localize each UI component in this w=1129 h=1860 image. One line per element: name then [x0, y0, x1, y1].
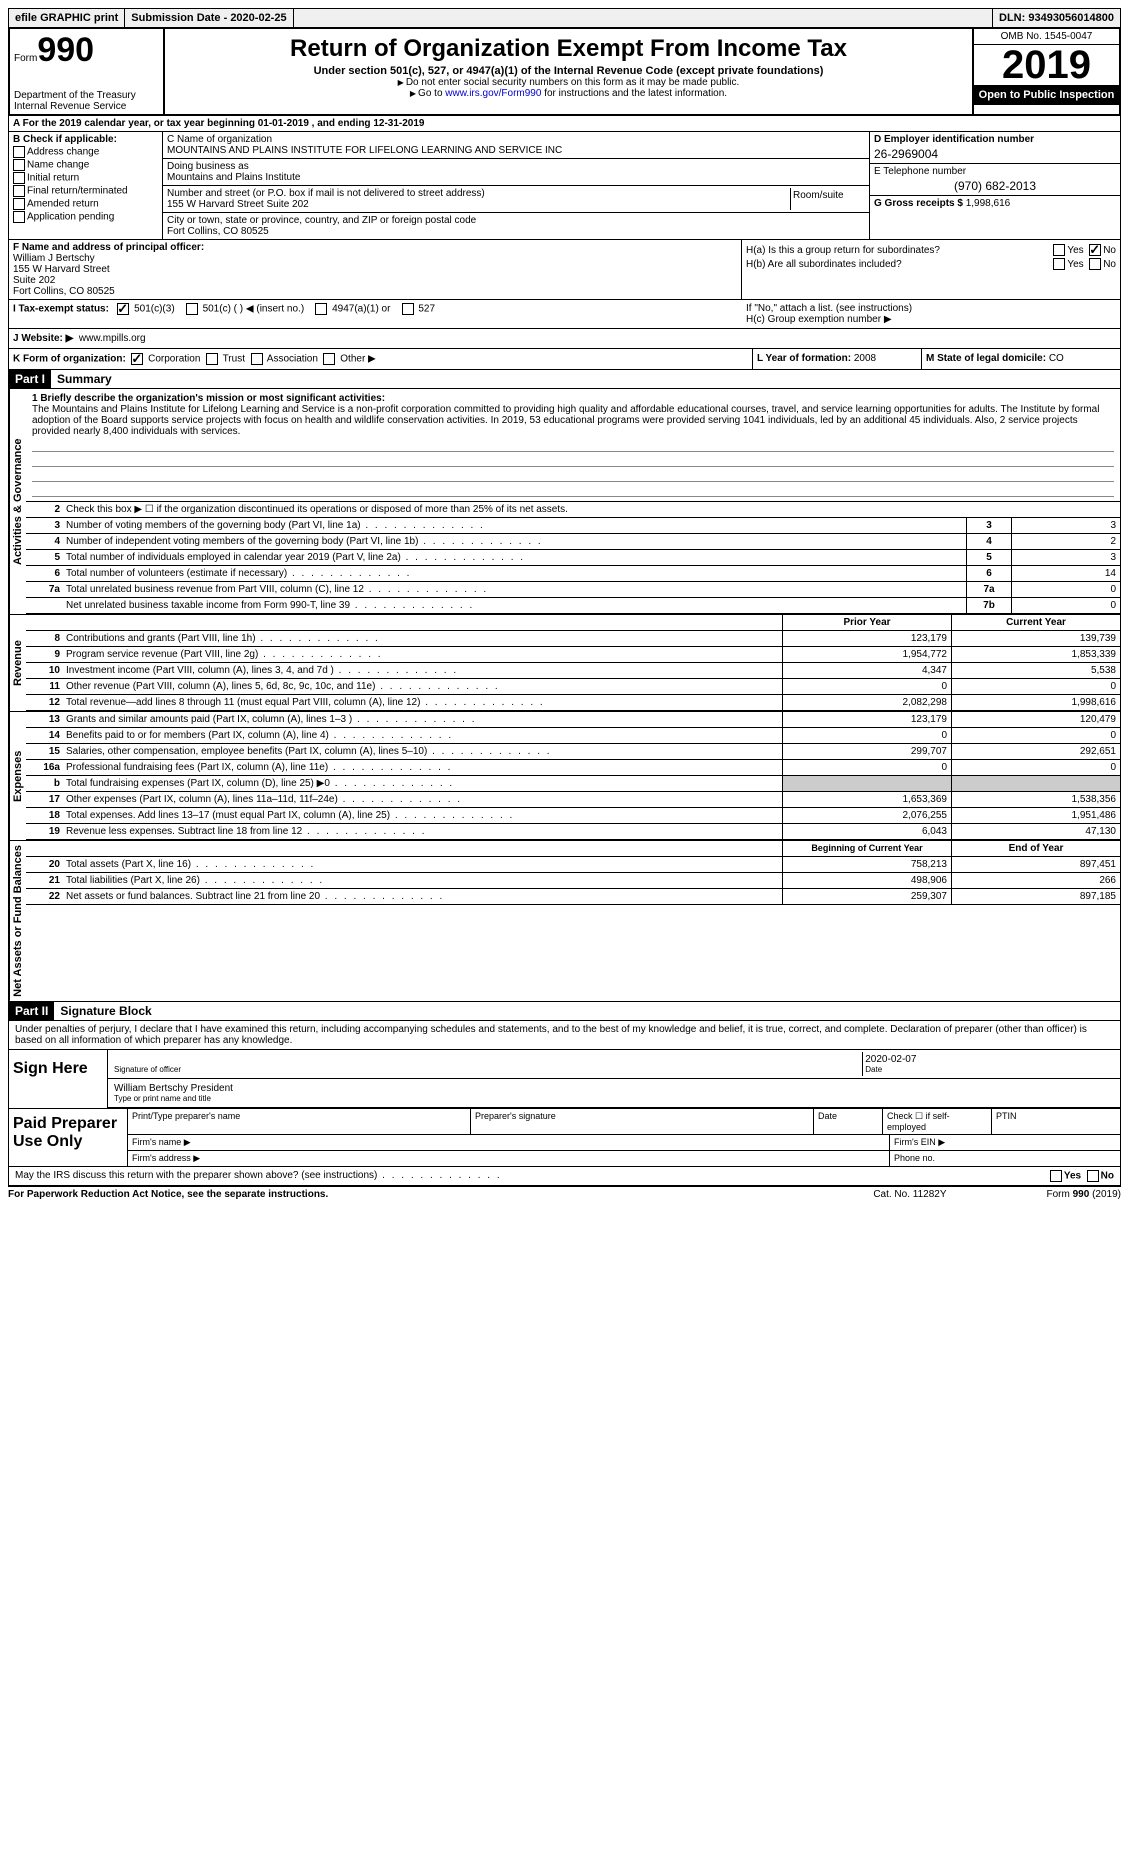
cb-final-return[interactable]: Final return/terminated — [13, 185, 158, 197]
governance-section: Activities & Governance 1 Briefly descri… — [8, 389, 1121, 615]
submission-date: Submission Date - 2020-02-25 — [125, 9, 293, 27]
cb-501c3 — [117, 303, 129, 315]
top-bar: efile GRAPHIC print Submission Date - 20… — [8, 8, 1121, 28]
cb-name-change[interactable]: Name change — [13, 159, 158, 171]
gov-row: 6Total number of volunteers (estimate if… — [26, 566, 1120, 582]
vtab-netassets: Net Assets or Fund Balances — [9, 841, 26, 1001]
fin-row: 20Total assets (Part X, line 16)758,2138… — [26, 857, 1120, 873]
section-fgh: F Name and address of principal officer:… — [8, 240, 1121, 300]
vtab-governance: Activities & Governance — [9, 389, 26, 614]
fin-row: 17Other expenses (Part IX, column (A), l… — [26, 792, 1120, 808]
vtab-expenses: Expenses — [9, 712, 26, 840]
fin-row: 9Program service revenue (Part VIII, lin… — [26, 647, 1120, 663]
col-c: C Name of organization MOUNTAINS AND PLA… — [163, 132, 869, 239]
form-number: 990 — [37, 31, 94, 69]
header-title-block: Return of Organization Exempt From Incom… — [165, 29, 972, 114]
tax-status-row: I Tax-exempt status: 501(c)(3) 501(c) ( … — [8, 300, 1121, 329]
gross-receipts: 1,998,616 — [966, 198, 1011, 209]
col-b: B Check if applicable: Address change Na… — [9, 132, 163, 239]
officer-name: William Bertschy President — [114, 1083, 1114, 1094]
fin-row: 12Total revenue—add lines 8 through 11 (… — [26, 695, 1120, 711]
paid-preparer-label: Paid Preparer Use Only — [9, 1109, 128, 1166]
fin-row: 21Total liabilities (Part X, line 26)498… — [26, 873, 1120, 889]
fin-row: 19Revenue less expenses. Subtract line 1… — [26, 824, 1120, 840]
gov-row: 7aTotal unrelated business revenue from … — [26, 582, 1120, 598]
fin-row: 18Total expenses. Add lines 13–17 (must … — [26, 808, 1120, 824]
col-f: F Name and address of principal officer:… — [9, 240, 742, 299]
page-footer: For Paperwork Reduction Act Notice, see … — [8, 1186, 1121, 1202]
mission-text: The Mountains and Plains Institute for L… — [32, 404, 1114, 437]
section-bcd: B Check if applicable: Address change Na… — [8, 132, 1121, 240]
k-l-m-row: K Form of organization: Corporation Trus… — [8, 349, 1121, 370]
fin-row: 15Salaries, other compensation, employee… — [26, 744, 1120, 760]
efile-label: efile GRAPHIC print — [9, 9, 125, 27]
part2-header: Part II Signature Block — [8, 1002, 1121, 1021]
fin-row: 14Benefits paid to or for members (Part … — [26, 728, 1120, 744]
cb-initial-return[interactable]: Initial return — [13, 172, 158, 184]
cb-corporation — [131, 353, 143, 365]
city-state-zip: Fort Collins, CO 80525 — [167, 226, 865, 237]
vtab-revenue: Revenue — [9, 615, 26, 711]
gov-row: 3Number of voting members of the governi… — [26, 518, 1120, 534]
fin-row: 11Other revenue (Part VIII, column (A), … — [26, 679, 1120, 695]
fin-row: 22Net assets or fund balances. Subtract … — [26, 889, 1120, 905]
instructions-link[interactable]: www.irs.gov/Form990 — [445, 88, 541, 99]
website: www.mpills.org — [79, 333, 146, 344]
fin-row: 16aProfessional fundraising fees (Part I… — [26, 760, 1120, 776]
form-title: Return of Organization Exempt From Incom… — [169, 35, 968, 63]
fin-row: 13Grants and similar amounts paid (Part … — [26, 712, 1120, 728]
expenses-section: Expenses 13Grants and similar amounts pa… — [8, 712, 1121, 841]
ha-no-checked — [1089, 244, 1101, 256]
netassets-section: Net Assets or Fund Balances Beginning of… — [8, 841, 1121, 1002]
fin-row: bTotal fundraising expenses (Part IX, co… — [26, 776, 1120, 792]
part1-header: Part I Summary — [8, 370, 1121, 389]
dba: Mountains and Plains Institute — [167, 172, 865, 183]
cb-amended[interactable]: Amended return — [13, 198, 158, 210]
gov-row: Net unrelated business taxable income fr… — [26, 598, 1120, 614]
sign-here-label: Sign Here — [9, 1050, 108, 1108]
phone: (970) 682-2013 — [874, 177, 1116, 193]
fin-row: 10Investment income (Part VIII, column (… — [26, 663, 1120, 679]
form-header: Form990 Department of the Treasury Inter… — [8, 28, 1121, 116]
dln: DLN: 93493056014800 — [992, 9, 1120, 27]
gov-row: 5Total number of individuals employed in… — [26, 550, 1120, 566]
header-left: Form990 Department of the Treasury Inter… — [10, 29, 165, 114]
col-h: H(a) Is this a group return for subordin… — [742, 240, 1120, 299]
tax-year: 2019 — [974, 45, 1119, 85]
row-a: A For the 2019 calendar year, or tax yea… — [8, 116, 1121, 132]
cb-address-change[interactable]: Address change — [13, 146, 158, 158]
header-right: OMB No. 1545-0047 2019 Open to Public In… — [972, 29, 1119, 114]
website-row: J Website: ▶ www.mpills.org — [8, 329, 1121, 349]
col-d: D Employer identification number 26-2969… — [869, 132, 1120, 239]
ein: 26-2969004 — [874, 145, 1116, 161]
mission-block: 1 Briefly describe the organization's mi… — [26, 389, 1120, 502]
org-name: MOUNTAINS AND PLAINS INSTITUTE FOR LIFEL… — [167, 145, 865, 156]
cb-app-pending[interactable]: Application pending — [13, 211, 158, 223]
fin-row: 8Contributions and grants (Part VIII, li… — [26, 631, 1120, 647]
gov-row: 4Number of independent voting members of… — [26, 534, 1120, 550]
revenue-section: Revenue Prior YearCurrent Year 8Contribu… — [8, 615, 1121, 712]
street-address: 155 W Harvard Street Suite 202 — [167, 199, 790, 210]
signature-block: Under penalties of perjury, I declare th… — [8, 1021, 1121, 1186]
